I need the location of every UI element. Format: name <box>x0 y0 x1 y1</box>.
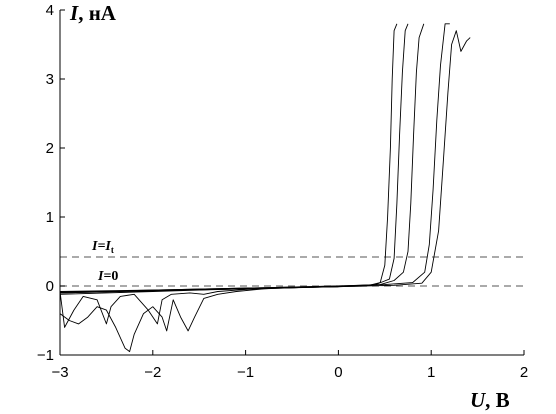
x-tick-label: −1 <box>237 364 254 381</box>
x-axis-symbol: U <box>470 388 487 412</box>
y-axis-unit: , нА <box>78 1 117 25</box>
annotation-threshold-main: I <box>91 239 98 254</box>
x-tick-label: 1 <box>427 364 435 381</box>
x-axis-unit: , В <box>485 388 510 412</box>
annotation-threshold: I=It <box>91 239 114 255</box>
series-line-3 <box>59 23 425 293</box>
y-tick-label: 3 <box>46 71 54 88</box>
x-tick-label: 0 <box>334 364 342 381</box>
axes-frame <box>59 10 524 356</box>
x-tick-label: −2 <box>144 364 161 381</box>
ticks: −3 −2 −1 0 1 2 −1 0 1 2 3 4 <box>37 2 528 381</box>
y-tick-label: 4 <box>46 2 54 19</box>
y-tick-label: 0 <box>46 278 54 295</box>
annotation-threshold-rest: =I <box>97 239 111 254</box>
series-line-4 <box>59 23 450 292</box>
x-tick-label: −3 <box>51 364 68 381</box>
x-axis-title: U, В <box>470 388 510 412</box>
annotation-threshold-sub: t <box>111 245 114 255</box>
annotation-zero: I=0 <box>97 269 118 284</box>
reference-lines <box>60 256 524 287</box>
series-line-5 <box>59 30 471 294</box>
series-line-6 <box>59 286 339 353</box>
y-axis-title: I, нА <box>69 1 117 25</box>
y-tick-label: −1 <box>37 347 54 364</box>
y-axis-symbol: I <box>69 1 79 25</box>
y-tick-label: 2 <box>46 140 54 157</box>
x-tick-label: 2 <box>520 364 528 381</box>
series-line-7 <box>59 286 339 328</box>
annotation-zero-main: I <box>97 269 104 284</box>
y-tick-label: 1 <box>46 209 54 226</box>
series-group <box>59 23 471 353</box>
annotation-zero-rest: =0 <box>103 269 118 284</box>
